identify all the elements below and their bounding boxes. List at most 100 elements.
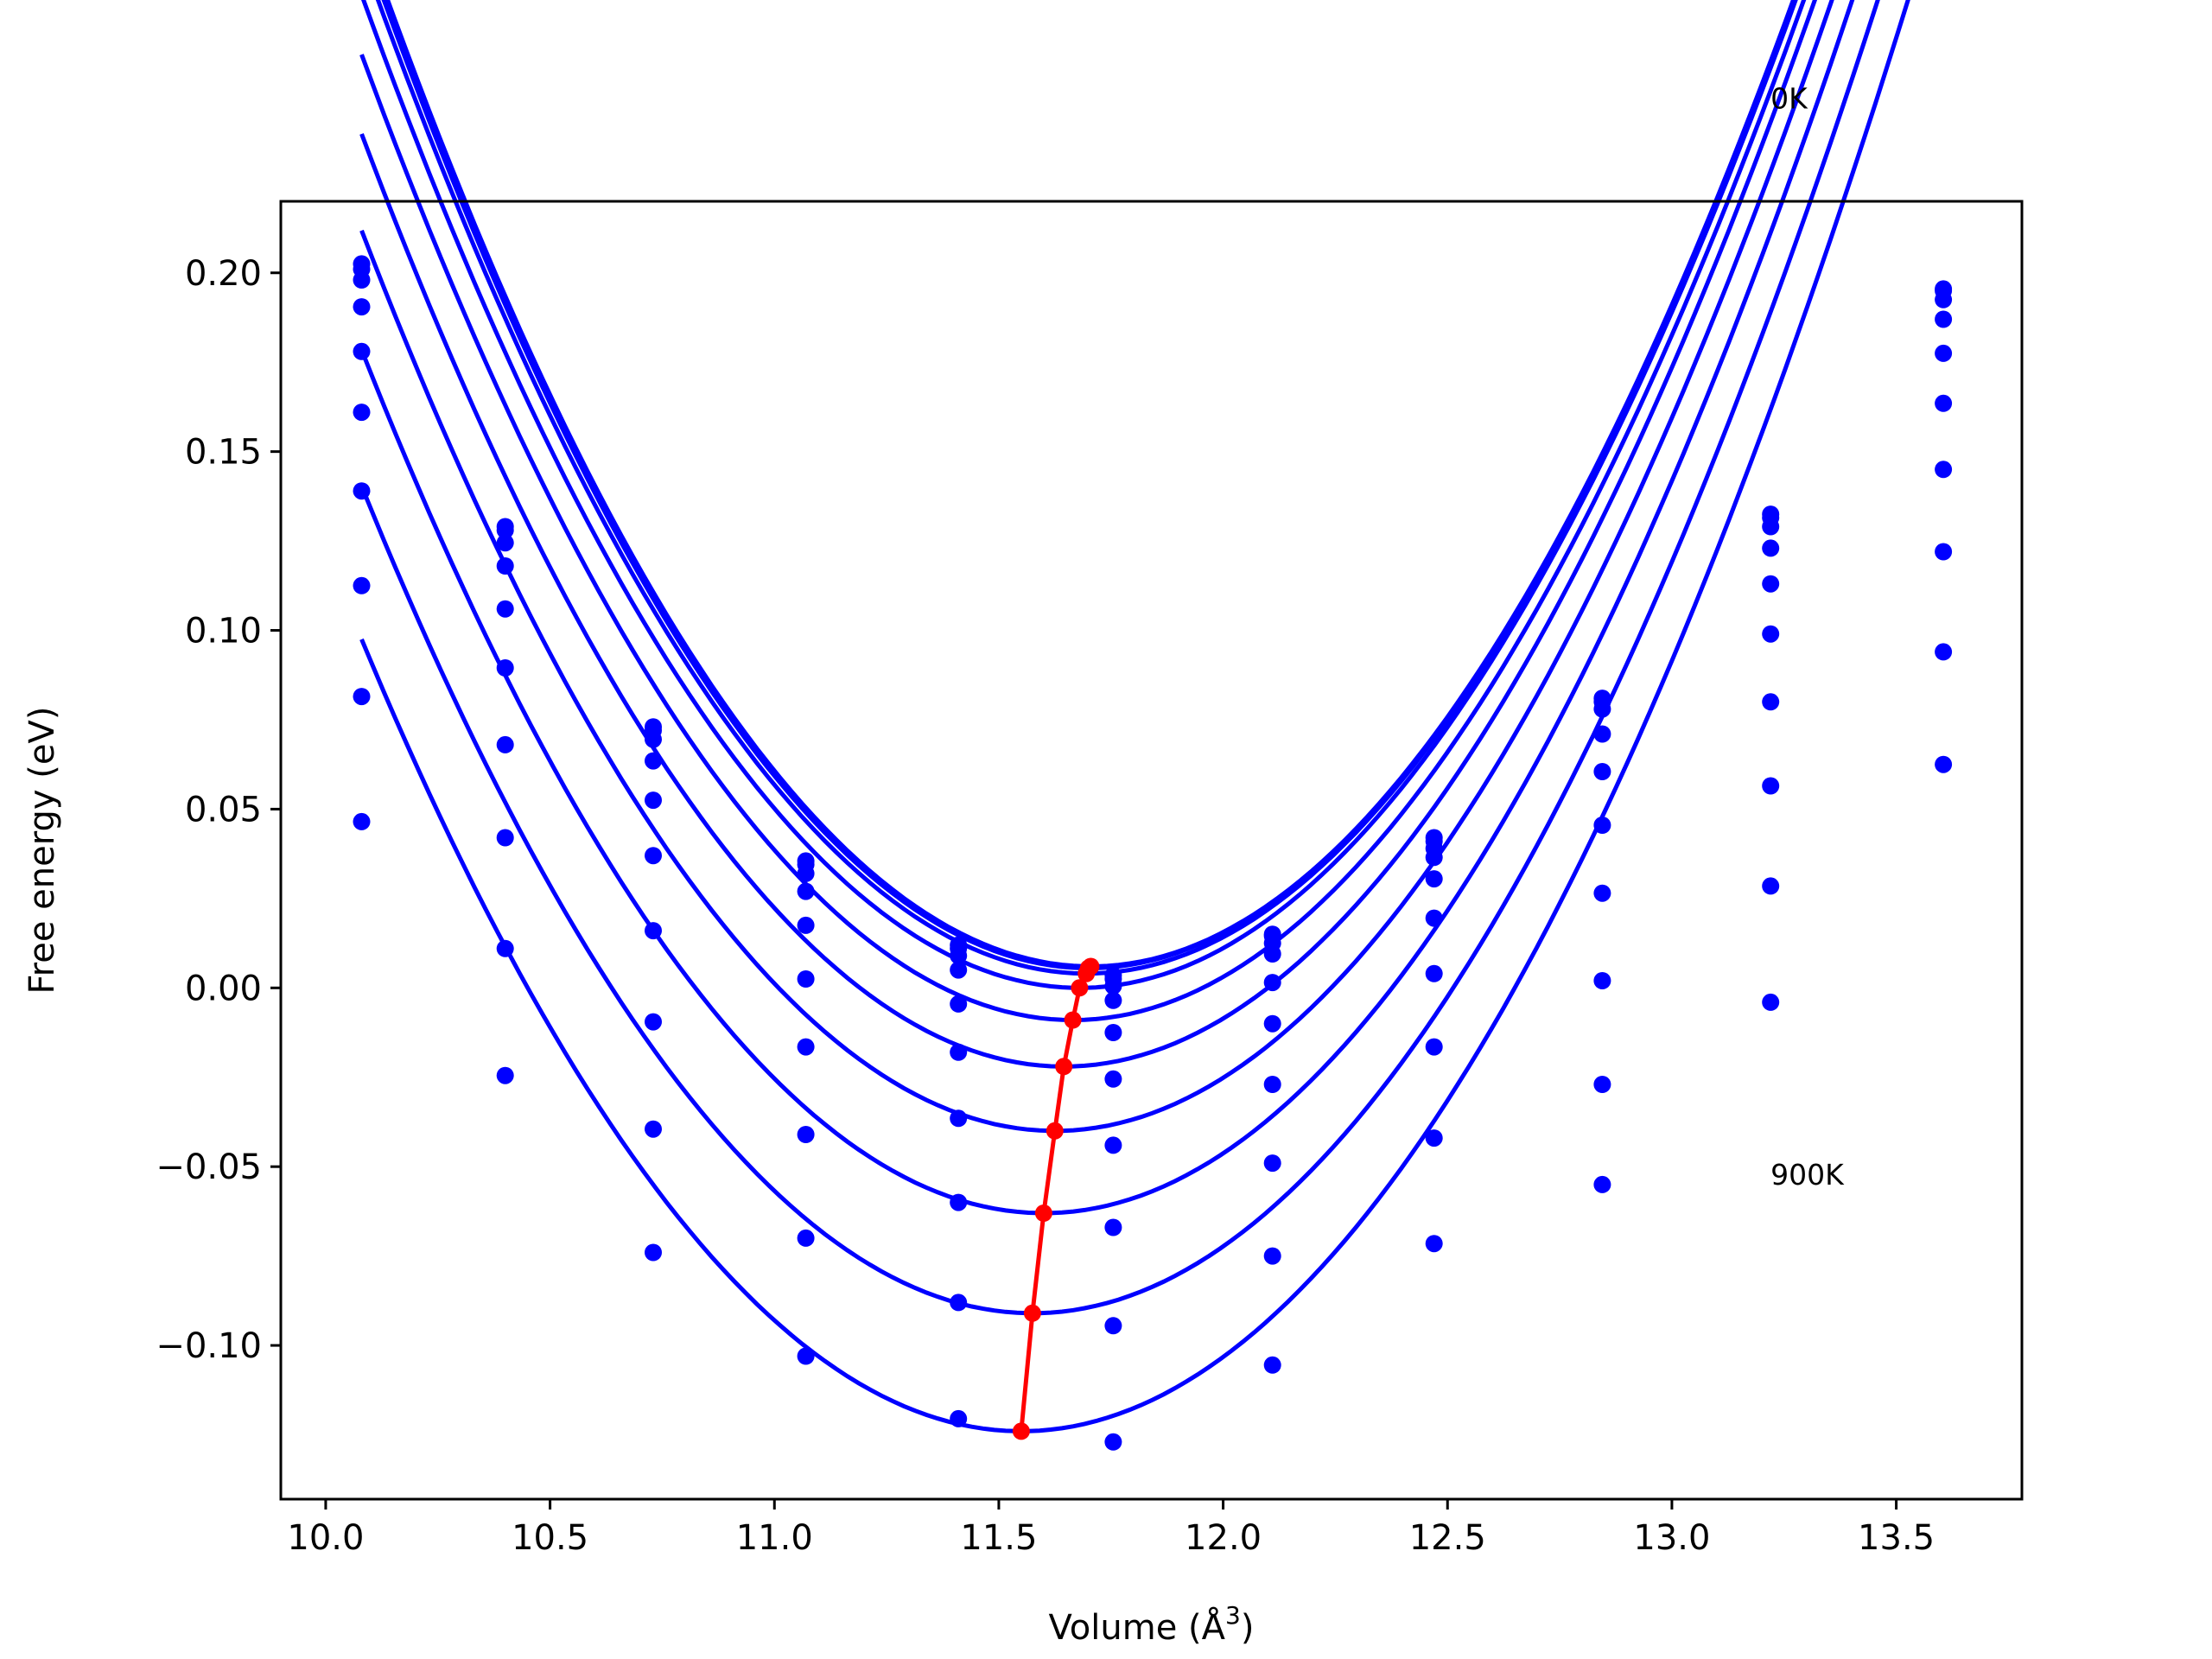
data-point-8-4 bbox=[950, 1294, 968, 1312]
data-point-8-8 bbox=[1593, 1076, 1611, 1093]
data-point-4-0 bbox=[353, 342, 371, 360]
data-point-8-0 bbox=[353, 688, 371, 706]
data-point-4-7 bbox=[1425, 870, 1443, 888]
fit-curve-8 bbox=[359, 0, 1880, 1316]
fit-curve-5 bbox=[359, 0, 1818, 1069]
data-point-4-8 bbox=[1593, 763, 1611, 780]
y-tick-label-5: 0.15 bbox=[185, 433, 262, 473]
x-axis-label-exponent: 3 bbox=[1225, 1601, 1241, 1630]
minima-point-7 bbox=[1034, 1205, 1052, 1222]
x-tick-label-5: 12.5 bbox=[1409, 1518, 1486, 1558]
data-point-7-0 bbox=[353, 576, 371, 594]
data-point-7-6 bbox=[1263, 1154, 1281, 1173]
data-point-8-1 bbox=[496, 939, 514, 957]
data-point-5-2 bbox=[645, 847, 662, 865]
data-point-6-4 bbox=[950, 1109, 968, 1128]
data-point-7-1 bbox=[496, 829, 514, 847]
fit-curve-2 bbox=[375, 0, 1797, 976]
data-point-8-2 bbox=[645, 1120, 662, 1138]
data-point-6-9 bbox=[1762, 693, 1780, 711]
fit-curve-7 bbox=[359, 0, 1855, 1216]
data-point-2-0 bbox=[353, 271, 371, 289]
data-point-5-7 bbox=[1425, 909, 1443, 927]
minima-point-5 bbox=[1055, 1058, 1073, 1076]
data-point-2-10 bbox=[1935, 290, 1953, 308]
data-point-6-2 bbox=[645, 922, 662, 940]
minima-point-8 bbox=[1023, 1304, 1041, 1322]
data-point-3-1 bbox=[496, 557, 514, 575]
data-point-9-8 bbox=[1593, 1175, 1611, 1193]
x-tick-label-2: 11.0 bbox=[736, 1518, 813, 1558]
data-point-8-5 bbox=[1104, 1317, 1122, 1335]
data-point-6-5 bbox=[1104, 1136, 1122, 1154]
data-point-1-1 bbox=[496, 521, 514, 539]
data-point-6-7 bbox=[1425, 964, 1443, 982]
data-point-6-8 bbox=[1593, 884, 1611, 902]
data-point-5-10 bbox=[1935, 394, 1953, 412]
minima-point-3 bbox=[1071, 979, 1089, 997]
data-point-3-3 bbox=[797, 882, 815, 900]
data-point-9-3 bbox=[797, 1347, 815, 1365]
data-point-6-6 bbox=[1263, 1076, 1281, 1093]
fitted-curves bbox=[359, 0, 1910, 1433]
data-point-7-10 bbox=[1935, 543, 1953, 561]
data-point-2-4 bbox=[950, 947, 968, 965]
x-tick-label-4: 12.0 bbox=[1185, 1518, 1262, 1558]
data-point-4-1 bbox=[496, 600, 514, 618]
data-point-8-7 bbox=[1425, 1129, 1443, 1147]
data-point-4-4 bbox=[950, 995, 968, 1013]
x-tick-label-7: 13.5 bbox=[1858, 1518, 1935, 1558]
temperature-annotations: 0K 900K bbox=[1770, 81, 1845, 1191]
data-point-3-0 bbox=[353, 298, 371, 316]
data-point-3-4 bbox=[950, 961, 968, 979]
data-point-6-1 bbox=[496, 735, 514, 753]
y-tick-label-6: 0.20 bbox=[185, 254, 262, 294]
x-axis-ticks: 10.0 10.5 11.0 11.5 12.0 12.5 13.0 13.5 bbox=[287, 1499, 1935, 1558]
data-point-2-8 bbox=[1593, 700, 1611, 718]
data-point-7-9 bbox=[1762, 777, 1780, 795]
x-axis-label-close: ) bbox=[1241, 1608, 1255, 1648]
data-point-2-5 bbox=[1104, 977, 1122, 995]
data-point-2-9 bbox=[1762, 518, 1780, 536]
data-point-9-1 bbox=[496, 1066, 514, 1084]
data-point-4-2 bbox=[645, 791, 662, 810]
data-point-7-3 bbox=[797, 1126, 815, 1143]
y-tick-label-1: −0.05 bbox=[156, 1147, 262, 1187]
data-point-2-2 bbox=[645, 730, 662, 748]
minima-point-4 bbox=[1064, 1011, 1082, 1029]
x-tick-label-1: 10.5 bbox=[512, 1518, 588, 1558]
data-point-4-5 bbox=[1104, 1024, 1122, 1041]
data-point-4-10 bbox=[1935, 344, 1953, 362]
data-point-3-2 bbox=[645, 752, 662, 770]
x-axis-label: Volume (Å3) bbox=[1049, 1601, 1255, 1648]
data-point-3-5 bbox=[1104, 991, 1122, 1009]
data-points bbox=[353, 255, 1953, 1451]
data-point-5-0 bbox=[353, 404, 371, 422]
data-point-6-3 bbox=[797, 1038, 815, 1056]
x-tick-label-6: 13.0 bbox=[1633, 1518, 1710, 1558]
data-point-7-4 bbox=[950, 1193, 968, 1211]
data-point-5-8 bbox=[1593, 817, 1611, 834]
minima-point-2 bbox=[1077, 964, 1096, 982]
data-point-8-3 bbox=[797, 1229, 815, 1247]
data-point-5-6 bbox=[1263, 1014, 1281, 1033]
annotation-1: 900K bbox=[1770, 1158, 1845, 1192]
data-point-9-0 bbox=[353, 812, 371, 830]
data-point-8-10 bbox=[1935, 643, 1953, 661]
data-point-9-9 bbox=[1762, 993, 1780, 1011]
data-point-3-7 bbox=[1425, 849, 1443, 867]
data-point-4-3 bbox=[797, 916, 815, 934]
x-tick-label-3: 11.5 bbox=[960, 1518, 1037, 1558]
data-point-3-9 bbox=[1762, 539, 1780, 557]
y-tick-label-0: −0.10 bbox=[156, 1326, 262, 1366]
data-point-8-9 bbox=[1762, 877, 1780, 895]
y-axis-label: Free energy (eV) bbox=[22, 707, 62, 995]
y-tick-label-4: 0.10 bbox=[185, 612, 262, 652]
data-point-7-2 bbox=[645, 1013, 662, 1031]
data-point-6-0 bbox=[353, 482, 371, 500]
minima-trace bbox=[1012, 957, 1100, 1440]
data-point-4-9 bbox=[1762, 575, 1780, 593]
data-point-9-2 bbox=[645, 1243, 662, 1262]
data-point-6-10 bbox=[1935, 461, 1953, 479]
data-point-8-6 bbox=[1263, 1247, 1281, 1265]
